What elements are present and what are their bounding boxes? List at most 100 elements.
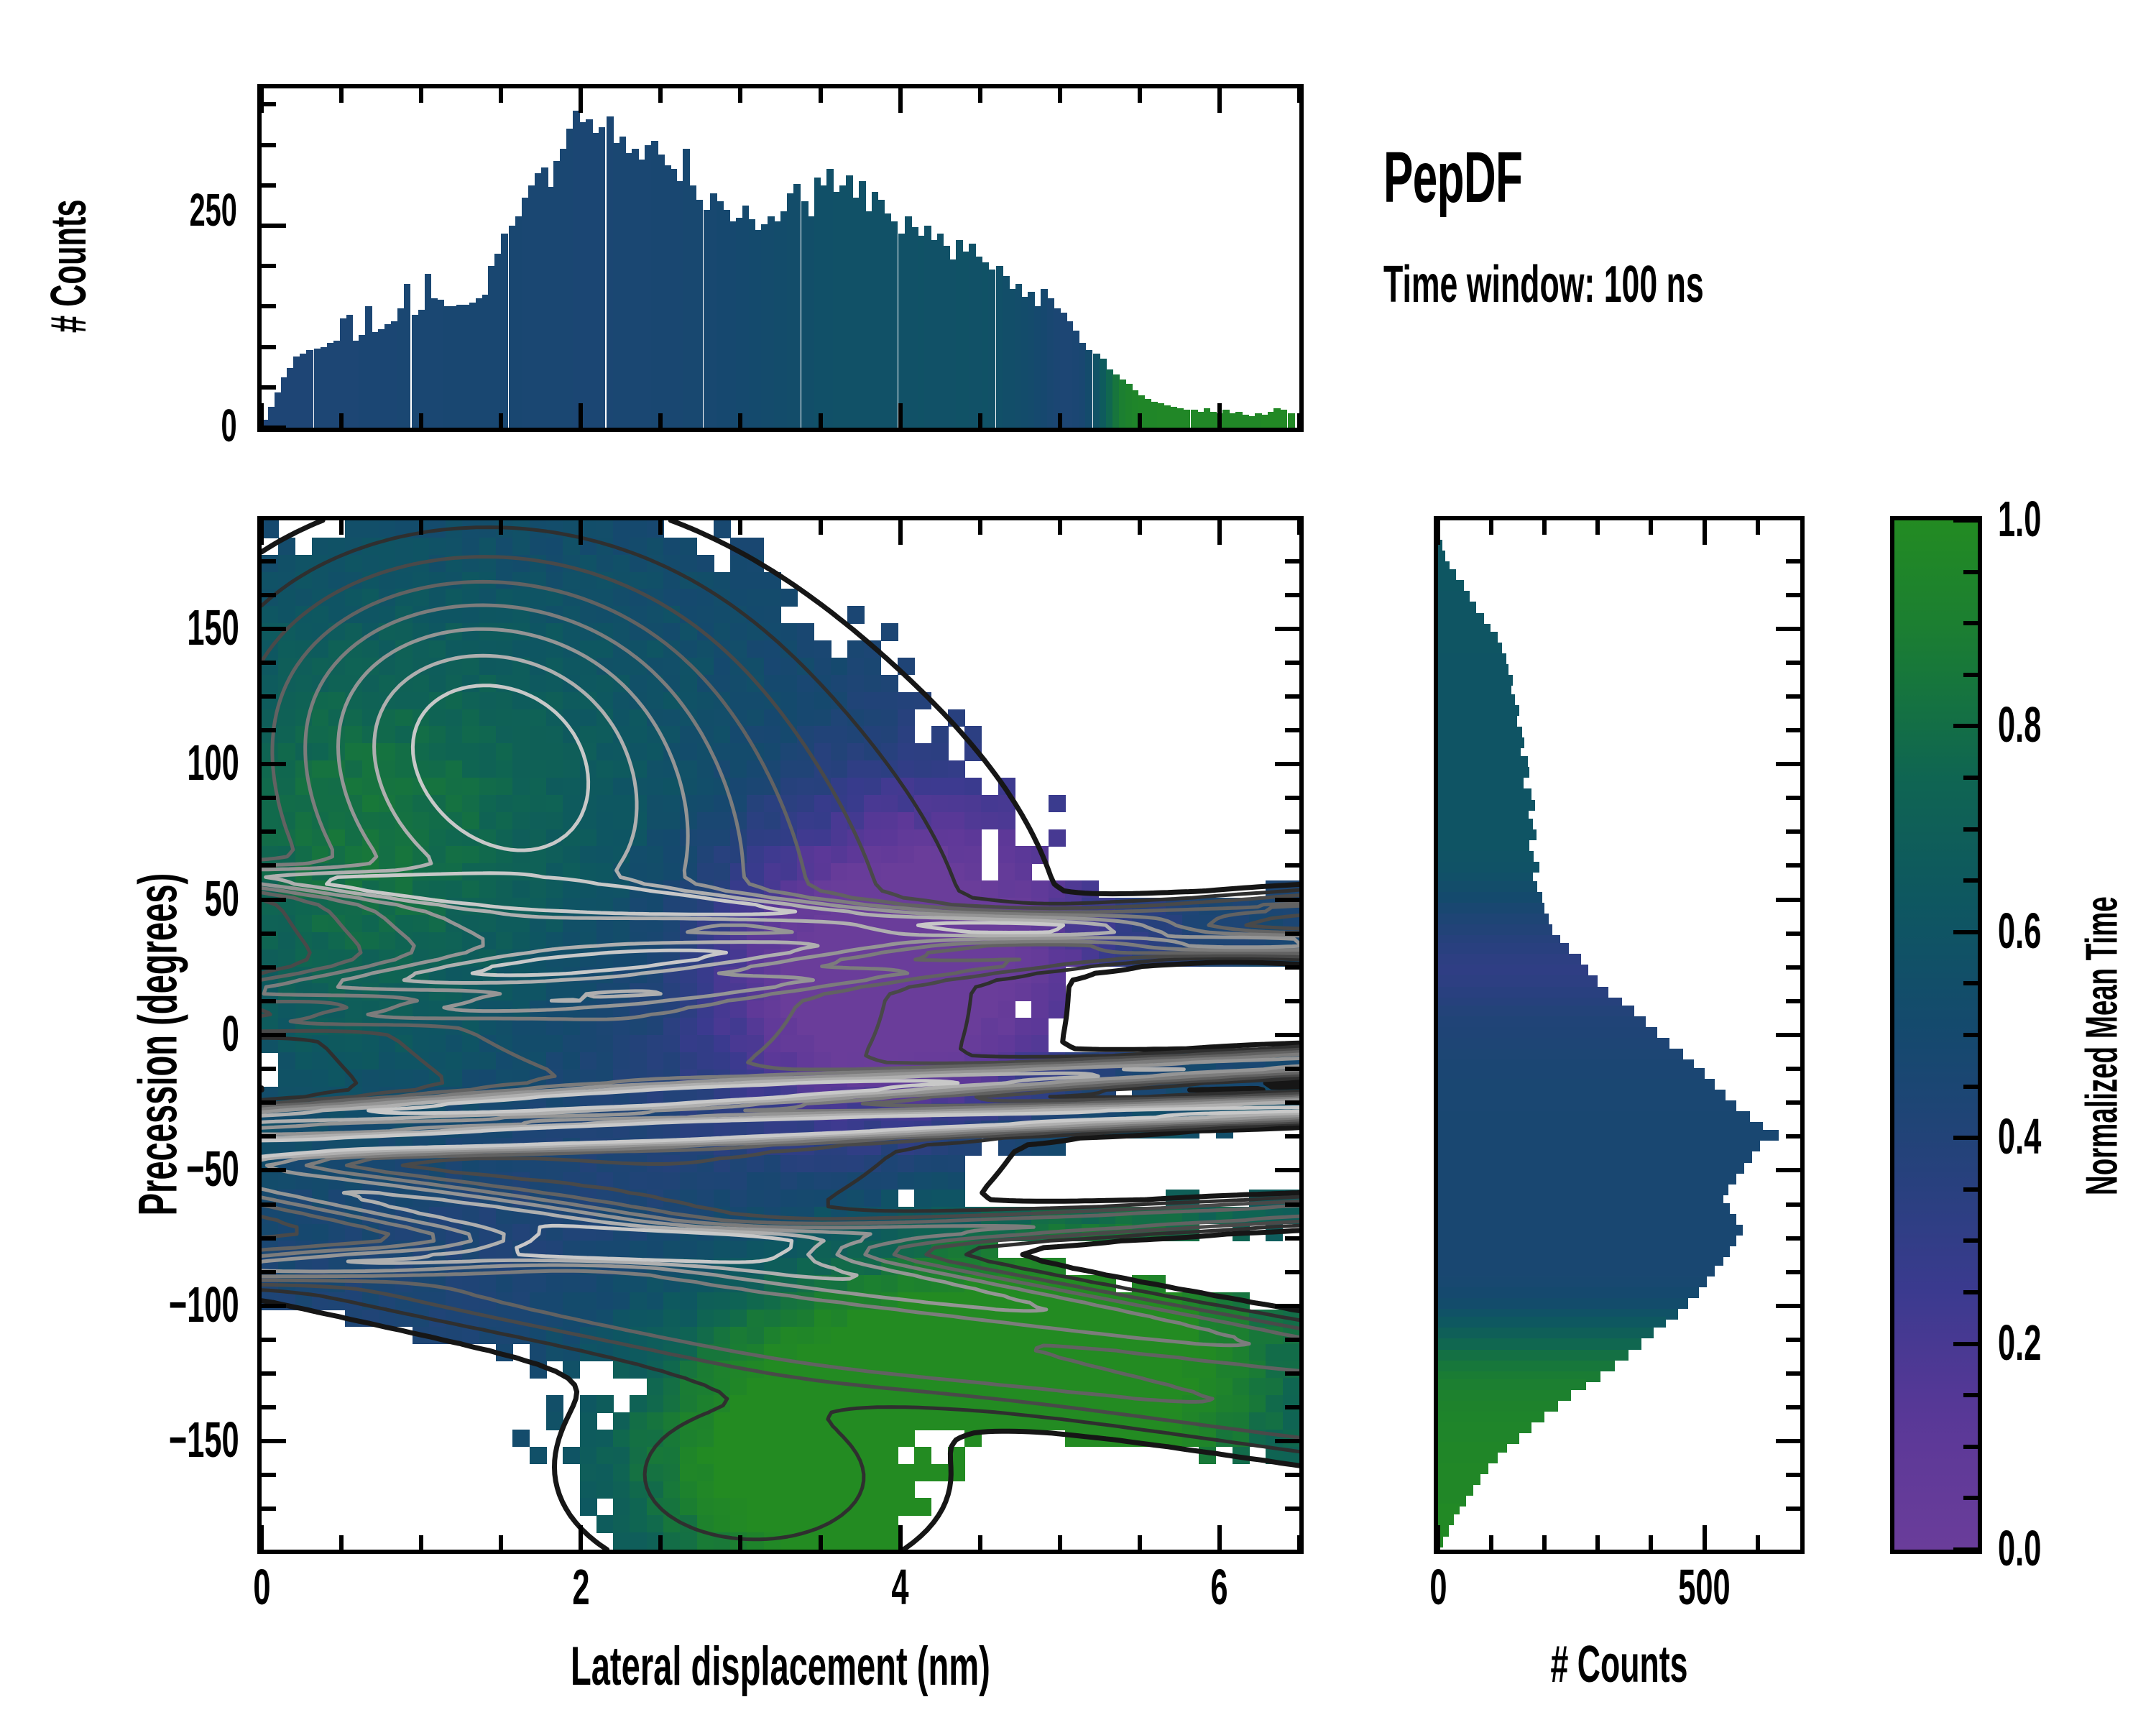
- right-hist-bar: [1438, 1162, 1745, 1174]
- top-hist-bar: [333, 340, 341, 428]
- top-hist-bar: [865, 211, 872, 428]
- top-hist-xtick: [419, 413, 424, 428]
- top-hist-bar: [761, 224, 769, 428]
- right-hist-bar: [1438, 1514, 1455, 1526]
- top-hist-bar: [820, 185, 828, 428]
- right-hist-bar: [1438, 591, 1470, 602]
- heatmap-cell: [361, 554, 379, 573]
- top-hist-bar: [936, 234, 944, 428]
- top-hist-bar: [1125, 384, 1133, 428]
- top-hist-bar: [287, 367, 295, 428]
- right-hist-bar: [1438, 1130, 1779, 1141]
- top-hist-bar: [1079, 343, 1087, 428]
- heatmap-cell: [747, 537, 765, 556]
- right-hist-xtick-top: [1436, 520, 1440, 545]
- main-ytick-right: [1285, 728, 1299, 733]
- right-hist-ytick: [1786, 998, 1800, 1003]
- main-ytick-label: 150: [187, 599, 239, 656]
- right-hist-bar: [1438, 924, 1553, 935]
- heatmap-cell: [278, 554, 296, 573]
- right-hist-bar: [1438, 602, 1477, 613]
- right-hist-bar: [1438, 1078, 1715, 1090]
- right-hist-xtick-top: [1595, 520, 1600, 535]
- top-hist-xtick: [738, 413, 743, 428]
- heatmap-cell: [345, 640, 363, 658]
- right-hist-bar: [1438, 1203, 1731, 1215]
- main-ytick: [262, 592, 276, 597]
- heatmap-cell: [545, 623, 563, 641]
- right-hist-bar: [1438, 1110, 1750, 1122]
- right-hist-bar: [1438, 829, 1537, 841]
- top-hist-bar: [981, 262, 989, 428]
- heatmap-cell: [395, 571, 413, 590]
- heatmap-cell: [512, 589, 530, 607]
- heatmap-cell: [696, 589, 714, 607]
- heatmap-cell: [311, 571, 329, 590]
- heatmap-cell: [512, 640, 530, 658]
- heatmap-cell: [395, 657, 413, 676]
- colorbar-tick: [1963, 827, 1978, 832]
- heatmap-cell: [596, 589, 614, 607]
- right-hist-ytick: [1786, 931, 1800, 936]
- top-hist-bar: [1182, 410, 1190, 428]
- right-hist-xtick-label: 0: [1429, 1559, 1447, 1615]
- top-hist-bar: [293, 356, 301, 428]
- main-xtick-top: [499, 520, 504, 535]
- heatmap-cell: [730, 623, 748, 641]
- heatmap-cell: [479, 589, 497, 607]
- top-hist-bar: [534, 173, 542, 428]
- top-hist-bar: [359, 334, 367, 428]
- right-hist-bar: [1438, 818, 1533, 829]
- top-hist-bar: [826, 169, 834, 428]
- right-hist-bar: [1438, 580, 1464, 592]
- colorbar-tick: [1953, 518, 1978, 523]
- right-hist-ytick: [1786, 1134, 1800, 1139]
- top-hist-bar: [1254, 413, 1262, 428]
- heatmap-cell: [730, 606, 748, 624]
- heatmap-cell: [563, 537, 581, 556]
- right-histogram-bars: [1438, 520, 1800, 1550]
- main-ytick-right: [1275, 1168, 1299, 1173]
- top-hist-bar: [488, 266, 496, 428]
- right-hist-bar: [1438, 1254, 1724, 1266]
- main-ytick: [262, 1236, 276, 1241]
- right-hist-ytick: [1776, 1439, 1800, 1444]
- heatmap-cell: [680, 554, 698, 573]
- main-ytick-label: 0: [221, 1006, 239, 1062]
- right-hist-ytick: [1786, 1337, 1800, 1342]
- top-hist-bar: [696, 200, 703, 428]
- top-hist-bar: [339, 318, 347, 428]
- heatmap-cell: [379, 657, 396, 676]
- right-hist-ytick: [1786, 829, 1800, 834]
- heatmap-cell: [412, 537, 430, 556]
- heatmap-cell: [496, 589, 514, 607]
- top-hist-bar: [1066, 321, 1074, 428]
- heatmap-cell: [496, 640, 514, 658]
- colorbar-tick: [1953, 724, 1978, 729]
- top-hist-bar: [540, 167, 548, 428]
- main-ytick: [262, 1134, 276, 1139]
- top-hist-xtick: [1057, 413, 1062, 428]
- right-hist-bar: [1438, 902, 1545, 914]
- heatmap-cell: [747, 589, 765, 607]
- right-hist-ytick: [1786, 694, 1800, 699]
- colorbar-tick: [1953, 1341, 1978, 1346]
- colorbar-tick: [1963, 1393, 1978, 1398]
- top-hist-bar: [917, 235, 925, 428]
- main-xtick-label: 6: [1210, 1559, 1228, 1615]
- top-hist-ytick: [262, 142, 276, 147]
- top-hist-bar: [274, 392, 282, 428]
- main-xtick-top: [1297, 520, 1302, 535]
- right-hist-bar: [1438, 1089, 1726, 1100]
- main-ytick-right: [1285, 592, 1299, 597]
- top-hist-bar: [975, 256, 982, 428]
- top-hist-bar: [1131, 390, 1139, 428]
- top-hist-bar: [645, 144, 652, 428]
- top-hist-bar: [663, 165, 671, 428]
- right-hist-bar: [1438, 1016, 1646, 1028]
- main-ytick: [262, 1405, 276, 1410]
- top-hist-bar: [327, 343, 334, 428]
- heatmap-cell: [262, 571, 279, 590]
- top-hist-bar: [1248, 416, 1256, 428]
